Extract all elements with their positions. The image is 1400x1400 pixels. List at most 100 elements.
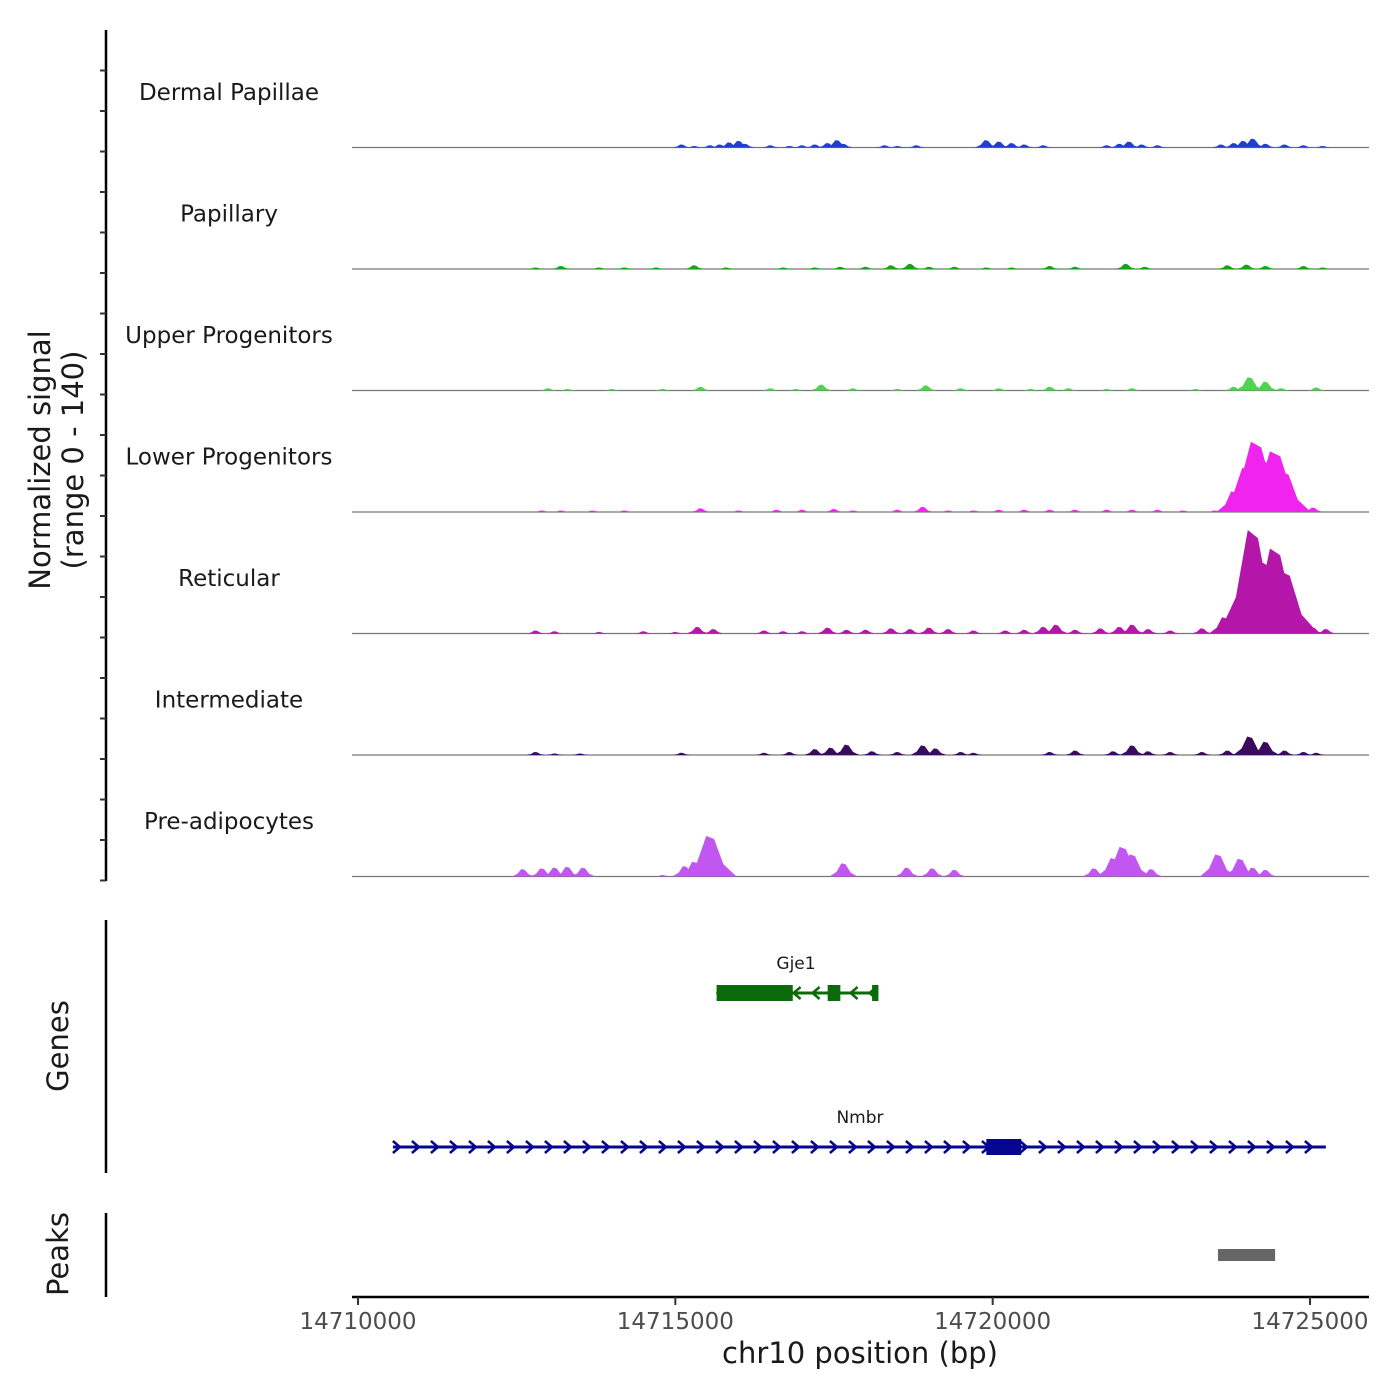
strand-chevron	[1190, 1140, 1200, 1154]
coverage-peak	[672, 752, 691, 755]
coverage-peak	[1161, 630, 1180, 634]
strand-chevron	[791, 1140, 801, 1154]
coverage-peak	[1097, 509, 1116, 512]
coverage-peak	[945, 266, 964, 269]
coverage-peak	[1233, 736, 1267, 755]
gene-label: Nmbr	[836, 1108, 883, 1128]
coverage-peak	[1174, 510, 1192, 512]
strand-chevron	[563, 1140, 573, 1154]
coverage-peak	[793, 509, 812, 512]
coverage-peak	[1253, 381, 1278, 391]
strand-chevron	[867, 1140, 877, 1154]
x-tick-label: 14720000	[934, 1309, 1051, 1335]
coverage-peak	[924, 748, 947, 755]
coverage-peak	[964, 630, 983, 634]
coverage-peak	[558, 389, 577, 391]
coverage-peak	[1187, 389, 1205, 391]
track-0: Dermal Papillae	[139, 80, 1369, 149]
coverage-peak	[1119, 745, 1145, 755]
coverage-peak	[647, 267, 665, 269]
coverage-peak	[1315, 629, 1336, 634]
x-tick-label: 14710000	[299, 1309, 416, 1335]
coverage-peak	[1118, 141, 1140, 148]
coverage-peak	[761, 145, 780, 148]
coverage-peak	[804, 749, 826, 755]
coverage-peak	[780, 752, 799, 755]
coverage-peak	[603, 389, 621, 391]
gene-label: Gje1	[776, 954, 815, 974]
coverage-peak	[1148, 509, 1167, 512]
coverage-peak	[920, 868, 945, 877]
strand-chevron	[1095, 1140, 1105, 1154]
strand-chevron	[1114, 1140, 1124, 1154]
coverage-peak	[1022, 389, 1040, 391]
coverage-peak	[951, 388, 970, 391]
coverage-peak	[1294, 266, 1313, 269]
coverage-peak	[1066, 266, 1085, 269]
coverage-peak	[767, 509, 786, 512]
coverage-peak	[527, 267, 545, 269]
strand-chevron	[1019, 1140, 1029, 1154]
track-6: Pre-adipocytes	[144, 809, 1369, 878]
coverage-peak	[977, 267, 995, 269]
coverage-peak	[844, 510, 862, 512]
coverage-peak	[615, 267, 634, 269]
strand-chevron	[620, 1140, 630, 1154]
coverage-peak	[703, 629, 724, 634]
strand-chevron	[449, 1140, 459, 1154]
strand-chevron	[848, 1140, 858, 1154]
coverage-peak	[1251, 741, 1280, 755]
coverage-peak	[590, 267, 608, 269]
genes-ylabel: Genes	[41, 1000, 75, 1092]
coverage-peak	[831, 266, 850, 269]
coverage-peak	[1272, 388, 1291, 391]
coverage-peak	[1199, 854, 1236, 877]
track-5: Intermediate	[155, 688, 1369, 756]
coverage-peak	[1148, 145, 1167, 148]
peaks-ylabel: Peaks	[41, 1212, 75, 1296]
coverage-peak	[1014, 629, 1035, 634]
coverage-peak	[774, 267, 792, 269]
coverage-peak	[837, 629, 857, 634]
strand-chevron	[810, 1140, 820, 1154]
coverage-tracks: Dermal Papillae Papillary Upper Progenitor…	[125, 80, 1369, 878]
coverage-peak	[1138, 751, 1158, 755]
track-label: Dermal Papillae	[139, 80, 319, 106]
coverage-peak	[1279, 612, 1315, 634]
coverage-peak	[844, 388, 863, 391]
coverage-peak	[653, 389, 672, 391]
track-label: Intermediate	[155, 688, 303, 714]
coverage-peak	[996, 630, 1015, 634]
coverage-peak	[672, 144, 692, 148]
coverage-peak	[584, 510, 602, 512]
coverage-peak	[1140, 869, 1163, 877]
coverage-peak	[912, 506, 934, 512]
gene-nmbr: Nmbr	[392, 1108, 1326, 1155]
coverage-peak	[684, 265, 705, 269]
strand-chevron	[1133, 1140, 1143, 1154]
coverage-peak	[533, 510, 551, 512]
track-1: Papillary	[180, 202, 1369, 270]
coverage-peak	[856, 266, 875, 269]
coverage-peak	[761, 388, 780, 391]
strand-chevron	[1304, 1140, 1314, 1154]
track-3: Lower Progenitors	[126, 441, 1369, 513]
coverage-peak	[974, 140, 998, 148]
coverage-peak	[1161, 752, 1180, 755]
coverage-peak	[805, 144, 825, 148]
coverage-peak	[899, 263, 921, 269]
coverage-peak	[856, 629, 876, 634]
strand-chevron	[772, 1140, 782, 1154]
coverage-peak	[875, 145, 894, 148]
track-label: Pre-adipocytes	[144, 809, 314, 835]
coverage-peak	[1132, 144, 1152, 148]
coverage-peak	[1065, 750, 1086, 755]
track-2: Upper Progenitors	[125, 323, 1369, 392]
coverage-peak	[907, 145, 926, 148]
strand-chevron	[753, 1140, 763, 1154]
strand-chevron	[468, 1140, 478, 1154]
coverage-peak	[1307, 387, 1326, 391]
coverage-peak	[1192, 752, 1212, 755]
coverage-peak	[910, 745, 936, 755]
